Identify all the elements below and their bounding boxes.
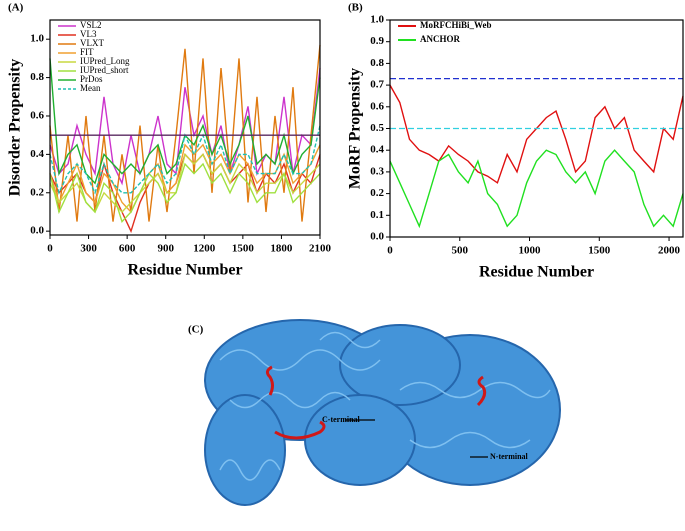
- legend-label: MoRFCHiBi_Web: [420, 20, 492, 30]
- plot-frame: [49, 19, 321, 236]
- x-tick-label: 1500: [232, 243, 255, 255]
- y-tick-label: 0.3: [370, 165, 384, 177]
- y-tick-label: 0.2: [370, 187, 384, 199]
- legend-label: FIT: [80, 47, 94, 57]
- x-tick-label: 1200: [193, 243, 216, 255]
- y-tick-label: 0.0: [30, 225, 44, 237]
- legend-label: PrDos: [80, 74, 103, 84]
- x-tick-label: 1500: [588, 245, 611, 257]
- y-tick-label: 0.9: [370, 35, 384, 47]
- x-axis-title: Residue Number: [479, 264, 594, 281]
- x-tick-label: 2000: [658, 245, 681, 257]
- x-tick-label: 1800: [270, 243, 293, 255]
- x-tick-label: 0: [387, 245, 393, 257]
- legend-label: IUPred_short: [80, 65, 129, 75]
- x-axis-title: Residue Number: [127, 262, 242, 279]
- x-tick-label: 600: [119, 243, 136, 255]
- x-tick-label: 300: [80, 243, 97, 255]
- x-tick-label: 0: [47, 243, 53, 255]
- y-axis-title: Disorder Propensity: [7, 59, 24, 197]
- y-tick-label: 0.5: [370, 122, 384, 134]
- y-tick-label: 0.8: [30, 71, 44, 83]
- y-tick-label: 1.0: [30, 33, 44, 45]
- legend-label: VLXT: [80, 38, 104, 48]
- y-tick-label: 0.4: [370, 144, 384, 156]
- series-line: [389, 84, 684, 184]
- legend-label: Mean: [80, 83, 101, 93]
- legend-label: ANCHOR: [420, 34, 460, 44]
- x-tick-label: 500: [452, 245, 469, 257]
- panel-label: (A): [8, 2, 24, 14]
- protein-structure: [204, 319, 561, 506]
- annotation: N-terminal: [490, 452, 529, 461]
- y-tick-label: 0.6: [30, 110, 44, 122]
- legend-label: VSL2: [80, 20, 102, 30]
- y-tick-label: 0.7: [370, 79, 384, 91]
- panel-label: (B): [348, 2, 363, 14]
- y-tick-label: 0.8: [370, 57, 384, 69]
- y-tick-label: 0.1: [370, 209, 384, 221]
- y-tick-label: 1.0: [370, 14, 384, 26]
- annotation: C-terminal: [322, 415, 361, 424]
- y-tick-label: 0.0: [370, 231, 384, 243]
- legend-label: IUPred_Long: [80, 56, 130, 66]
- y-tick-label: 0.2: [30, 186, 44, 198]
- series-line: [389, 149, 684, 229]
- x-tick-label: 1000: [519, 245, 542, 257]
- y-tick-label: 0.6: [370, 100, 384, 112]
- x-tick-label: 900: [157, 243, 174, 255]
- x-tick-label: 2100: [309, 243, 332, 255]
- panel-label: (C): [188, 324, 204, 336]
- y-axis-title: MoRF Propensity: [347, 68, 364, 189]
- series-line: [49, 162, 321, 223]
- legend-label: VL3: [80, 29, 97, 39]
- y-tick-label: 0.4: [30, 148, 44, 160]
